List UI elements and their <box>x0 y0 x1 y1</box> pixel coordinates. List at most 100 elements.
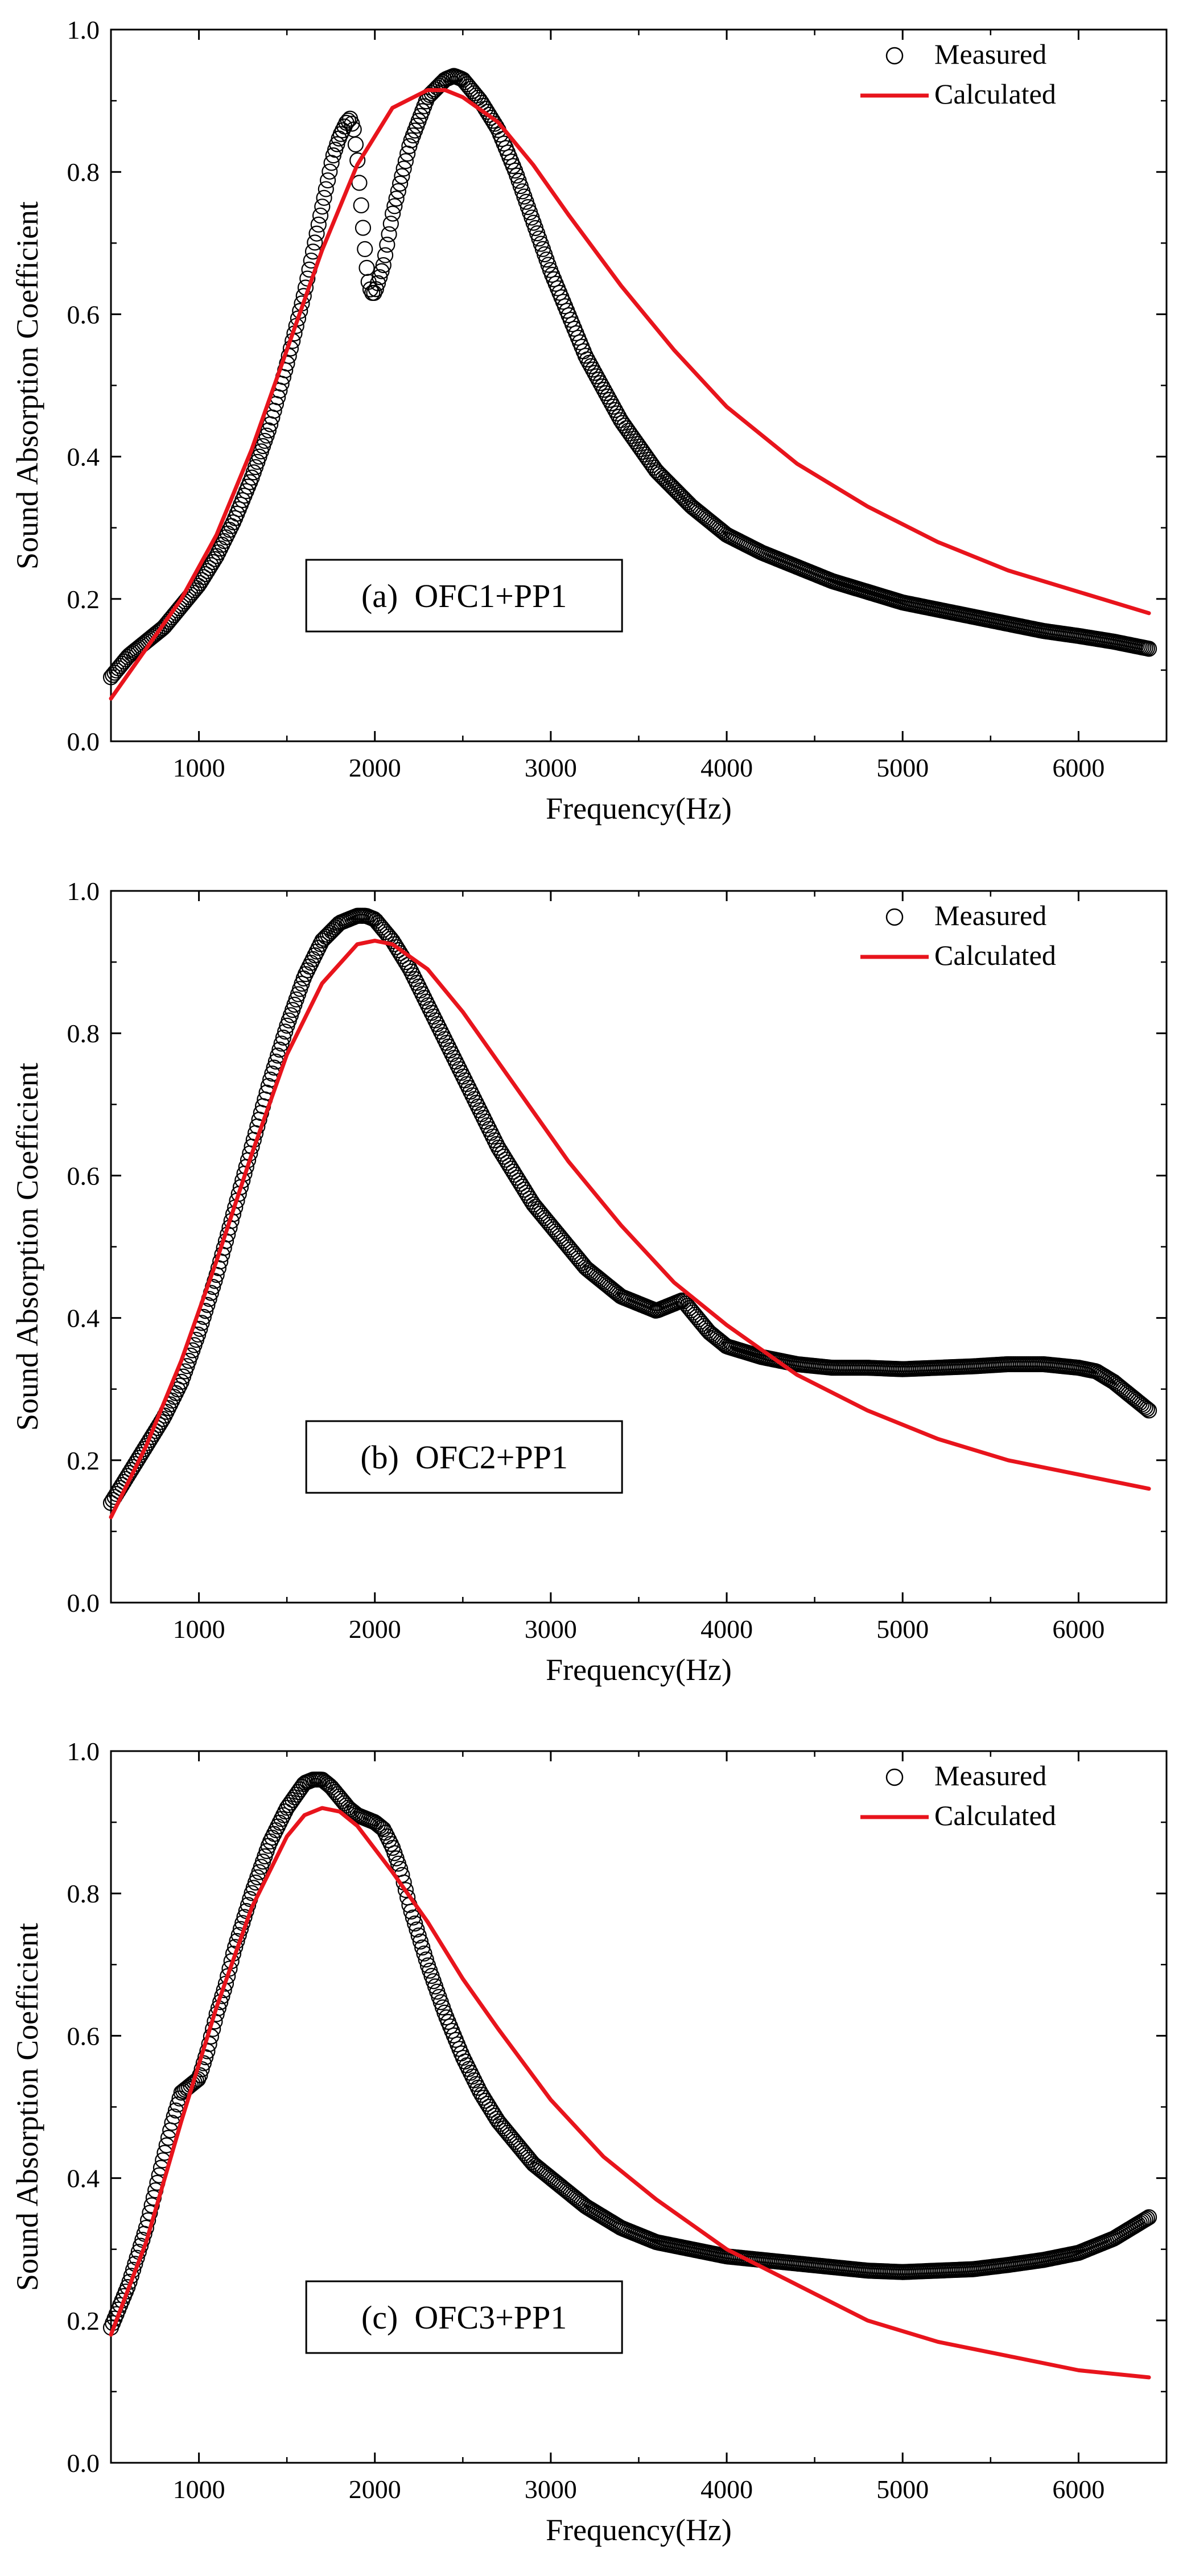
measured-point <box>286 1789 303 1806</box>
measured-point <box>469 1098 487 1115</box>
measured-point <box>479 1117 496 1134</box>
measured-point <box>455 1068 471 1085</box>
y-tick-label: 1.0 <box>67 15 100 44</box>
measured-point <box>440 1038 456 1055</box>
measured-point <box>347 136 364 153</box>
y-tick-label: 0.0 <box>67 727 100 756</box>
measured-point <box>299 962 316 979</box>
measured-point <box>304 951 322 967</box>
measured-point <box>620 423 636 439</box>
measured-point <box>418 993 434 1010</box>
measured-point <box>264 1830 281 1846</box>
measured-point <box>366 284 382 301</box>
measured-point <box>621 425 638 442</box>
legend-measured-label: Measured <box>934 1760 1046 1791</box>
y-axis-title: Sound Absorption Coefficient <box>10 1063 44 1431</box>
measured-point <box>627 433 644 449</box>
y-tick-label: 0.6 <box>67 300 100 329</box>
measured-point <box>1137 1399 1153 1416</box>
measured-point <box>351 175 368 191</box>
measured-point <box>481 1121 497 1137</box>
measured-point <box>140 2212 156 2228</box>
panel-label-box <box>305 2280 623 2354</box>
measured-point <box>397 1882 414 1898</box>
x-tick-label: 6000 <box>1052 2475 1104 2504</box>
y-tick-label: 0.2 <box>67 1446 100 1475</box>
measured-point <box>405 1909 422 1926</box>
measured-point <box>192 2067 208 2083</box>
measured-point <box>395 160 412 177</box>
measured-point <box>275 1807 292 1823</box>
y-tick-label: 0.6 <box>67 1161 100 1190</box>
measured-point <box>457 1072 473 1089</box>
x-tick-label: 2000 <box>349 2475 401 2504</box>
measured-point <box>357 241 373 258</box>
measured-point <box>372 269 388 286</box>
measured-point <box>310 939 327 956</box>
measured-point <box>199 2043 216 2059</box>
measured-point <box>633 441 649 457</box>
measured-point <box>422 1001 438 1017</box>
y-tick-label: 0.2 <box>67 2306 100 2335</box>
chart-panel-2: 1000 2000 3000 4000 5000 6000 0.0 0.2 0.4 0.6 0.8 1… <box>10 877 1168 1687</box>
measured-point <box>438 1034 455 1051</box>
measured-point <box>273 1811 290 1827</box>
y-tick-label: 1.0 <box>67 1737 100 1766</box>
measured-point <box>216 532 232 550</box>
measured-point <box>451 1061 468 1078</box>
measured-point <box>453 1064 469 1081</box>
measured-point <box>414 1939 431 1956</box>
legend-measured-marker <box>885 908 904 926</box>
measured-point <box>466 1091 483 1108</box>
measured-point <box>629 436 646 452</box>
legend-measured-label: Measured <box>934 38 1046 70</box>
x-tick-label: 3000 <box>525 2475 577 2504</box>
plot-frame <box>110 28 1168 742</box>
x-tick-label: 3000 <box>525 1615 577 1644</box>
measured-point <box>447 1053 464 1070</box>
measured-point <box>390 183 406 200</box>
y-tick-label: 0.4 <box>67 2164 100 2193</box>
measured-point <box>425 1008 442 1025</box>
measured-point <box>266 1826 282 1842</box>
measured-point <box>468 1095 484 1111</box>
measured-point <box>379 237 395 253</box>
measured-point <box>427 1012 444 1029</box>
measured-point <box>220 1968 236 1984</box>
measured-point <box>340 112 357 129</box>
measured-point <box>1140 2209 1157 2226</box>
y-tick-label: 0.8 <box>67 1019 100 1048</box>
measured-point <box>631 438 648 455</box>
measured-point <box>409 975 425 991</box>
measured-point <box>368 281 384 298</box>
measured-point <box>464 1087 481 1104</box>
measured-point <box>297 966 314 982</box>
measured-point <box>444 1046 460 1062</box>
y-tick-label: 0.0 <box>67 2449 100 2478</box>
measured-point <box>195 2055 212 2071</box>
measured-point <box>412 982 429 998</box>
x-tick-label: 5000 <box>876 753 929 782</box>
measured-point <box>457 2053 473 2070</box>
measured-point <box>369 275 386 291</box>
measured-point <box>431 1019 447 1036</box>
measured-point <box>314 199 331 215</box>
measured-point <box>1139 1401 1155 1417</box>
measured-point <box>373 1819 390 1836</box>
measured-point <box>487 1132 503 1149</box>
measured-point <box>279 1799 295 1816</box>
measured-point <box>403 963 419 980</box>
measured-point <box>308 225 325 242</box>
measured-point <box>217 529 234 546</box>
measured-point <box>401 960 418 976</box>
measured-point <box>459 1076 475 1092</box>
x-tick-label: 4000 <box>700 1615 753 1644</box>
y-axis-title: Sound Absorption Coefficient <box>10 201 44 569</box>
legend-calculated-label: Calculated <box>934 1799 1056 1831</box>
calculated-line <box>109 939 1151 1520</box>
measured-point <box>1135 1398 1152 1414</box>
measured-point <box>638 449 655 465</box>
measured-point <box>143 2197 160 2214</box>
measured-point <box>285 1791 301 1808</box>
measured-point <box>484 1128 501 1145</box>
